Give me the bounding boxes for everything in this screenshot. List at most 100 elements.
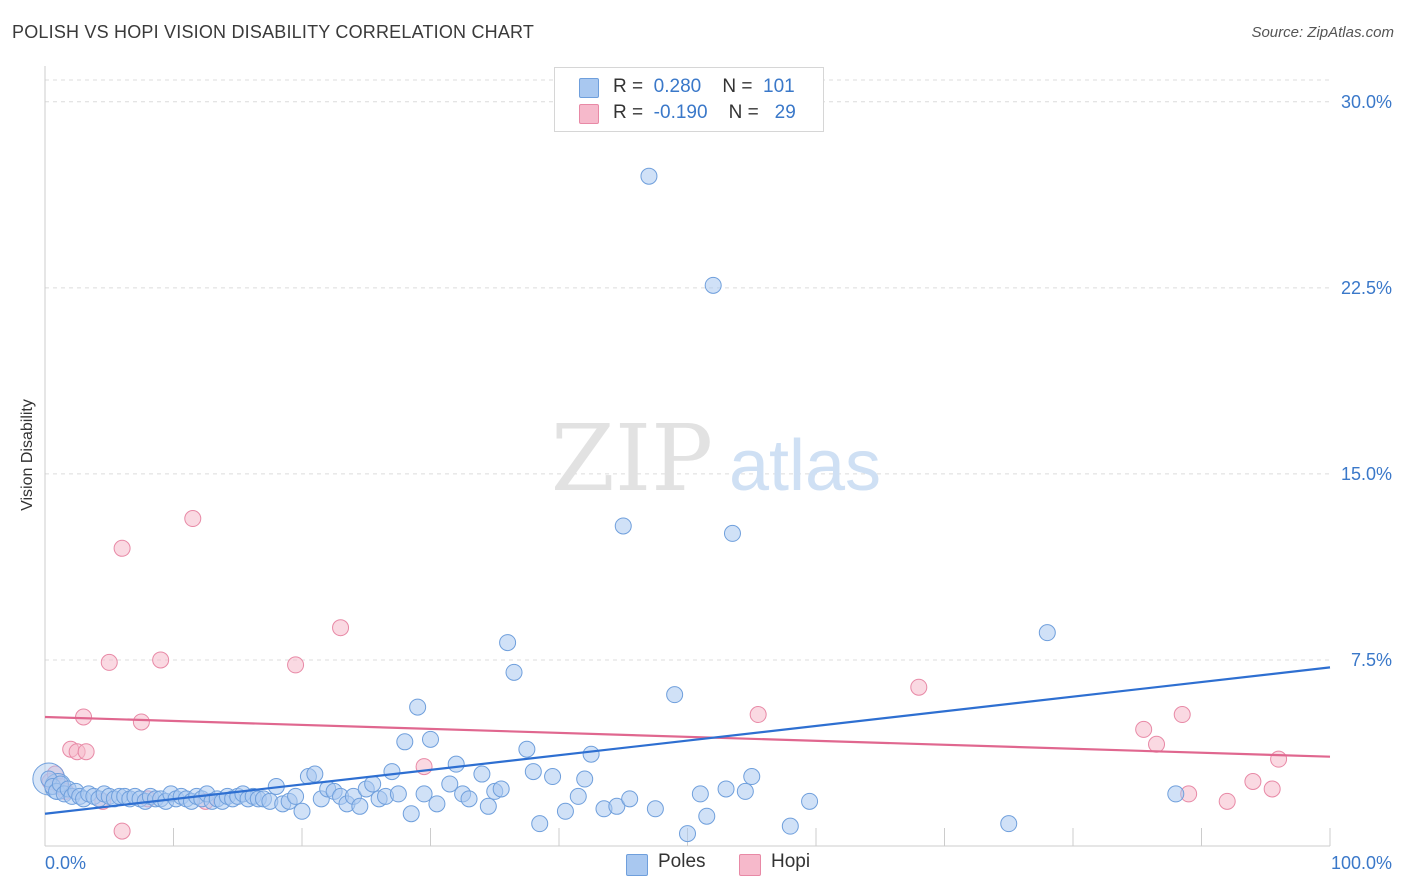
bottom-poles-label: Poles [658,851,706,872]
watermark: ZIP atlas [551,405,881,512]
poles-point [679,825,696,843]
poles-point [441,775,459,793]
hopi-trend-line [44,715,1331,758]
poles-point [505,663,523,681]
poles-point [736,782,754,800]
hopi-point [332,619,350,637]
poles-point [576,770,594,788]
hopi-point [113,539,131,557]
poles-point [717,780,735,798]
bottom-poles-swatch [626,854,648,876]
poles-point [544,768,562,786]
poles-n-value: 101 [763,76,795,97]
poles-point [415,785,433,803]
hopi-point [1244,773,1262,790]
poles-point [396,733,414,751]
hopi-point [77,743,95,761]
poles-point [569,787,587,805]
poles-point [389,785,407,803]
poles-point [531,815,549,833]
tick-labels: 7.5% 15.0% 22.5% 30.0% 0.0% 100.0% [45,92,1392,873]
poles-point [524,763,542,781]
poles-point [479,797,497,815]
poles-point [646,800,664,818]
hopi-point [1270,750,1288,768]
poles-point [704,276,722,294]
bottom-hopi-swatch [739,854,761,876]
poles-point [287,787,305,805]
poles-point [640,167,658,185]
watermark-zip: ZIP [551,405,713,512]
hopi-point [1218,792,1236,810]
bottom-hopi-label: Hopi [771,851,811,872]
poles-n-label: N = [722,76,753,97]
legend-hopi-text: R = -0.190 N = 29 [613,102,796,124]
poles-point [293,802,311,820]
poles-point [351,797,369,815]
hopi-point [1135,720,1153,738]
correlation-legend: R = 0.280 N = 101 R = -0.190 N = 29 [554,67,824,132]
poles-point [383,763,401,781]
poles-point [556,802,574,820]
poles-r-label: R = [613,76,644,97]
poles-point [614,517,632,535]
hopi-r-value: -0.190 [653,102,708,123]
poles-point [1000,815,1018,833]
poles-points [32,167,1185,843]
poles-point [781,817,799,835]
poles-point [743,768,761,786]
legend-poles-text: R = 0.280 N = 101 [613,76,795,98]
poles-point [621,790,639,808]
poles-point [1167,785,1185,803]
y-tick-label: 7.5% [1351,650,1392,670]
y-tick-label: 30.0% [1341,92,1392,112]
hopi-r-label: R = [613,102,644,123]
hopi-point [287,656,305,674]
poles-r-value: 0.280 [653,76,702,97]
poles-point [492,780,510,798]
poles-point [402,805,420,823]
poles-point [608,797,626,815]
poles-point [473,765,491,783]
poles-point [518,740,536,758]
poles-point [723,524,741,542]
x-tick-label-min: 0.0% [45,853,86,873]
poles-point [801,792,819,810]
poles-point [306,765,324,783]
hopi-point [132,713,150,731]
poles-point [499,634,517,652]
poles-point [582,745,600,763]
trend-lines [44,666,1331,815]
x-tick-label-max: 100.0% [1331,853,1392,873]
hopi-point [113,822,131,840]
y-tick-label: 15.0% [1341,464,1392,484]
y-tick-label: 22.5% [1341,278,1392,298]
poles-point [428,795,446,813]
poles-point [460,790,478,808]
poles-point [409,698,427,716]
hopi-point [910,678,928,696]
poles-point [666,686,684,704]
chart-title: POLISH VS HOPI VISION DISABILITY CORRELA… [12,22,535,42]
hopi-n-value: 29 [774,102,796,123]
hopi-point [749,706,767,724]
hopi-point [1148,735,1166,753]
grid-lines [45,79,1330,661]
hopi-point [100,653,118,671]
poles-point [1038,624,1056,642]
hopi-point [1263,780,1281,798]
hopi-point [184,510,202,528]
poles-point [422,730,439,748]
poles-trend-line [44,666,1331,815]
poles-point [698,807,716,825]
poles-point [364,775,382,793]
poles-point [447,755,465,773]
source-label: Source: ZipAtlas.com [1251,24,1394,41]
poles-point [691,785,709,803]
watermark-atlas: atlas [729,426,881,506]
hopi-n-label: N = [728,102,759,123]
hopi-swatch [579,104,599,124]
poles-swatch [579,78,599,98]
hopi-point [152,651,170,669]
